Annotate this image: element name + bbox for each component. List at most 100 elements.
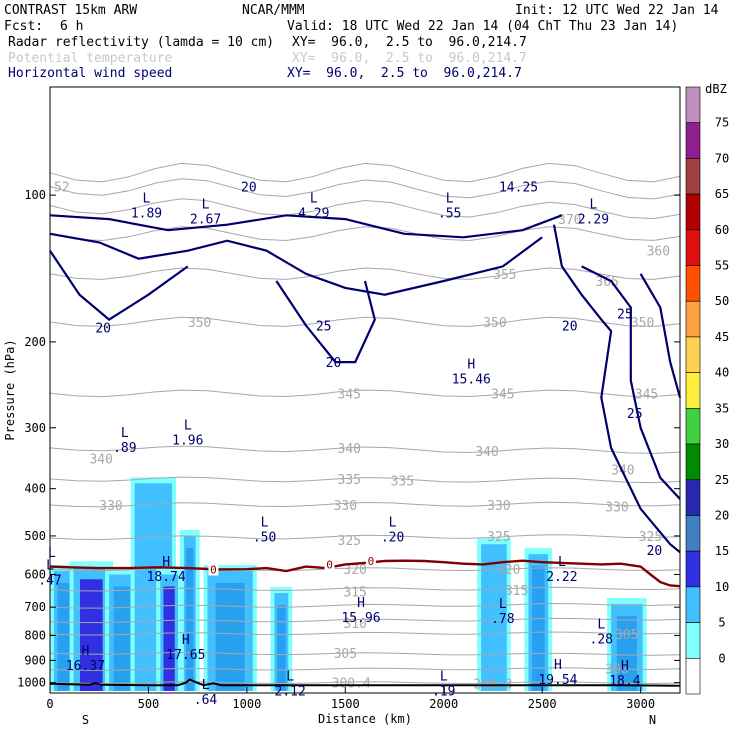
extremum-value: .20	[381, 530, 404, 545]
colorbar-cell	[685, 372, 701, 409]
theta-label: 345	[338, 387, 361, 402]
extremum-type: L	[597, 617, 605, 632]
colorbar-cell	[685, 86, 701, 124]
extremum-value: 15.46	[452, 373, 491, 388]
wind-label: 14.25	[499, 181, 538, 196]
colorbar-label: 60	[715, 223, 729, 237]
extremum-value: .50	[253, 530, 276, 545]
extremum-type: L	[202, 678, 210, 693]
header-valid: Valid: 18 UTC Wed 22 Jan 14 (04 ChT Thu …	[287, 19, 679, 34]
extremum-type: H	[554, 658, 562, 673]
extremum-type: L	[48, 546, 56, 561]
extremum-type: L	[310, 191, 318, 206]
header-model: CONTRAST 15km ARW	[4, 3, 138, 18]
freezing-label-bg	[365, 555, 376, 568]
wind-contour	[639, 273, 682, 398]
extremum-value: 2.12	[275, 685, 306, 700]
header-init: Init: 12 UTC Wed 22 Jan 14	[515, 3, 719, 18]
theta-contour	[49, 651, 681, 656]
freezing-label: 0	[368, 555, 375, 568]
wind-contour	[49, 214, 563, 239]
extremum-value: .64	[194, 693, 218, 708]
colorbar-cell	[685, 586, 701, 623]
extremum-value: .78	[491, 612, 514, 627]
extremum-value: 17.65	[166, 648, 205, 663]
theta-label: 325	[338, 534, 361, 549]
extremum-value: 18.4	[609, 674, 640, 689]
colorbar-label: 20	[715, 508, 729, 522]
x-tick-label: 1500	[331, 697, 360, 711]
theta-label: 320	[497, 563, 520, 578]
extremum-type: H	[621, 659, 629, 674]
colorbar-cell	[685, 408, 701, 445]
x-axis-title: Distance (km)	[318, 712, 412, 726]
freezing-label: 0	[326, 558, 333, 571]
theta-label: 370	[558, 213, 581, 228]
wind-label: 20	[241, 181, 257, 196]
colorbar-cell	[685, 515, 701, 552]
theta-label: 305	[615, 628, 638, 643]
colorbar-label: 70	[715, 151, 729, 165]
extremum-value: 18.74	[147, 570, 186, 585]
theta-contour	[49, 586, 681, 592]
x-tick-label: 0	[46, 697, 53, 711]
theta-label: 320	[343, 563, 366, 578]
theta-label: 355	[493, 268, 516, 283]
terrain-line	[49, 678, 681, 687]
extremum-type: H	[357, 596, 365, 611]
theta-contour	[49, 162, 681, 183]
theta-label: 305	[334, 647, 357, 662]
x-tick-label: 1000	[232, 697, 261, 711]
colorbar-cell	[685, 336, 701, 373]
colorbar-cell	[685, 193, 701, 231]
extremum-type: L	[440, 670, 448, 685]
theta-contour	[49, 534, 681, 541]
wind-label: 25	[617, 308, 633, 323]
extremum-type: L	[446, 191, 454, 206]
colorbar-cell	[685, 443, 701, 481]
y-tick-label: 100	[24, 188, 46, 202]
x-tick-label: 2500	[528, 697, 557, 711]
reflectivity-cell-core	[531, 566, 545, 691]
theta-label: 52	[54, 181, 70, 196]
reflectivity-cell-core	[57, 582, 71, 691]
extremum-type: L	[499, 597, 507, 612]
wind-contour	[49, 250, 189, 321]
extremum-value: .28	[590, 632, 613, 647]
colorbar-label: 55	[715, 259, 729, 273]
theta-label: 330	[487, 499, 510, 514]
wind-label: 25	[627, 407, 643, 422]
extremum-type: H	[182, 633, 190, 648]
theta-label: 365	[595, 275, 618, 290]
theta-label: 345	[491, 387, 514, 402]
y-tick-label: 800	[24, 628, 46, 642]
theta-label: 330	[99, 499, 122, 514]
y-tick-label: 900	[24, 653, 46, 667]
freezing-level-line: 0 0 0	[49, 555, 681, 588]
extremum-type: H	[162, 555, 170, 570]
freezing-level	[49, 559, 681, 588]
theta-label: 350	[188, 316, 211, 331]
wind-contour	[581, 265, 681, 500]
field-xy-theta: XY= 96.0, 2.5 to 96.0,214.7	[292, 51, 527, 66]
colorbar-label: 5	[718, 616, 725, 630]
colorbar-cell	[685, 657, 701, 695]
theta-contour	[49, 631, 681, 636]
y-tick-label: 700	[24, 600, 46, 614]
header-fcst-value: 6 h	[60, 19, 84, 34]
extremum-value: 19.54	[538, 673, 577, 688]
field-xy-wind: XY= 96.0, 2.5 to 96.0,214.7	[287, 66, 522, 81]
extremum-value: 2.22	[546, 570, 577, 585]
y-tick-label: 1000	[17, 676, 46, 690]
reflectivity-cell-core	[276, 605, 286, 691]
extremum-type: L	[286, 670, 294, 685]
theta-label: 315	[505, 584, 528, 599]
theta-contour	[49, 316, 681, 327]
field-xy-reflectivity: XY= 96.0, 2.5 to 96.0,214.7	[292, 35, 527, 50]
theta-contour	[49, 198, 681, 220]
theta-contour	[49, 476, 681, 484]
theta-label: 350	[483, 316, 506, 331]
theta-label: 340	[89, 453, 112, 468]
colorbar-cell	[685, 158, 701, 195]
